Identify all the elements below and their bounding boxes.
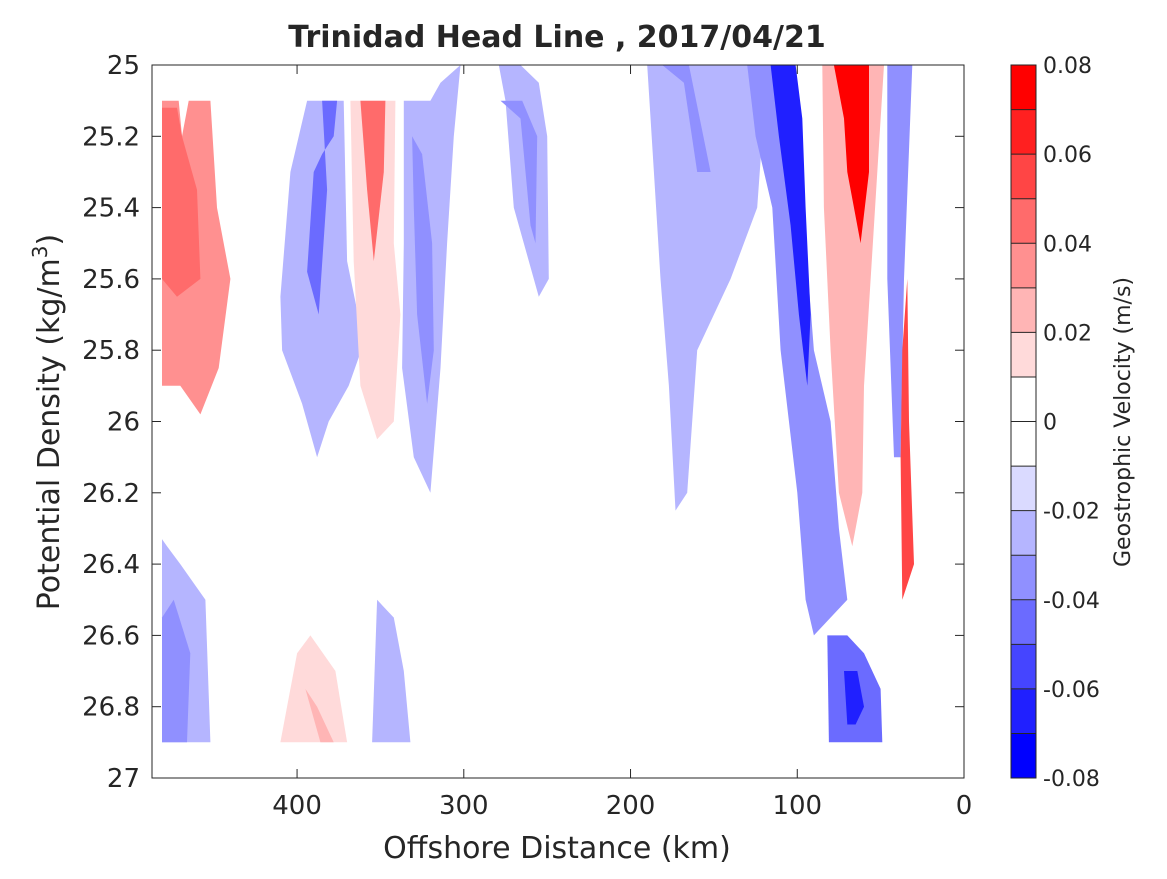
contour-blue-jet-100km [747,65,848,636]
colorbar-segment [1011,287,1036,333]
colorbar-tick-label: -0.02 [1043,500,1100,525]
colorbar-segment [1011,421,1036,467]
x-axis-label: Offshore Distance (km) [383,831,731,866]
y-tick-label: 25.4 [82,194,140,224]
y-tick-label: 26.2 [82,479,140,509]
colorbar-segment [1011,688,1036,734]
colorbar-segment [1011,510,1036,556]
colorbar-frame [1010,64,1037,779]
colorbar: 0.08 0.06 0.04 0.02 0 -0.02 -0.04 -0.06 -0.08 [1010,54,1100,792]
x-tick-label: 200 [606,791,656,821]
x-tick-label: 100 [772,791,822,821]
x-axis: 400 300 200 100 0 [272,65,972,821]
colorbar-tick-label: 0.02 [1043,321,1092,346]
contour-red-sliver-300km [457,72,469,165]
colorbar-tick-label: -0.04 [1043,589,1100,614]
colorbar-segment [1011,109,1036,155]
contour-red-bottom-160km [667,688,706,743]
y-axis: 25 25.2 25.4 25.6 25.8 26 26.2 26.4 26.6 26.8 27 [82,51,964,794]
contour-blue-bottom-355km [372,599,411,743]
colorbar-tick-label: 0.08 [1043,54,1092,79]
colorbar-segment [1011,243,1036,289]
contour-blue-jet-100km-core [770,65,811,386]
contour-blue-core-390km [307,100,338,315]
y-axis-label-close: ) [32,234,67,246]
colorbar-segment [1011,733,1036,779]
contour-blue-core-325km [412,136,434,404]
y-tick-label: 25.6 [82,265,140,295]
colorbar-segment [1011,555,1036,601]
contour-blue-jet-40km [887,65,913,458]
colorbar-label: Geostrophic Velocity (m/s) [1111,277,1136,567]
contour-layer [162,65,914,743]
contour-red-lobe-480km-core [162,107,201,297]
colorbar-segment [1011,644,1036,690]
y-tick-label: 25 [107,51,140,81]
colorbar-tick-label: -0.06 [1043,678,1100,703]
colorbar-tick-label: 0.04 [1043,232,1092,257]
contour-blue-core-175km [662,65,711,172]
chart-title: Trinidad Head Line , 2017/04/21 [288,20,825,55]
colorbar-segment [1011,154,1036,200]
colorbar-segment [1011,466,1036,512]
colorbar-segment [1011,65,1036,111]
x-tick-label: 300 [439,791,489,821]
colorbar-tick-label: 0 [1043,411,1057,436]
y-axis-label: Potential Density (kg/m3) [28,234,67,610]
colorbar-tick-label: -0.08 [1043,767,1100,792]
contour-blue-core-265km [500,100,538,244]
colorbar-segment [1011,332,1036,378]
contour-blue-bottom-470km-core [162,599,191,743]
contour-red-column-30km [900,278,914,600]
contour-red-bottom-390km-core [305,688,334,743]
contour-blue-band-175km [647,65,763,511]
colorbar-tick-label: 0.06 [1043,143,1092,168]
contour-red-sliver-190km [643,510,656,671]
y-tick-label: 26.4 [82,550,140,580]
contour-red-band-350km [350,100,401,440]
y-tick-label: 25.8 [82,336,140,366]
contour-red-bottom-95km [755,528,833,743]
x-tick-label: 0 [956,791,973,821]
y-tick-label: 25.2 [82,122,140,152]
y-tick-label: 26.8 [82,693,140,723]
contour-red-jet-65km-core [833,65,869,244]
contour-blue-band-390km [280,100,364,458]
contour-red-bottom-390km [280,635,348,743]
contour-red-jet-65km [822,65,884,547]
contour-red-bottom-320km [422,653,448,743]
colorbar-segment [1011,198,1036,244]
y-tick-label: 26 [107,408,140,438]
y-axis-label-superscript: 3 [28,245,52,258]
contour-blue-bottom-65km-core [844,671,864,725]
colorbar-segment [1011,599,1036,645]
y-axis-label-main: Potential Density (kg/m [32,258,67,610]
x-tick-label: 400 [272,791,322,821]
colorbar-segment [1011,376,1036,422]
contour-red-core-350km [360,100,386,262]
y-tick-label: 26.6 [82,621,140,651]
y-tick-label: 27 [107,764,140,794]
